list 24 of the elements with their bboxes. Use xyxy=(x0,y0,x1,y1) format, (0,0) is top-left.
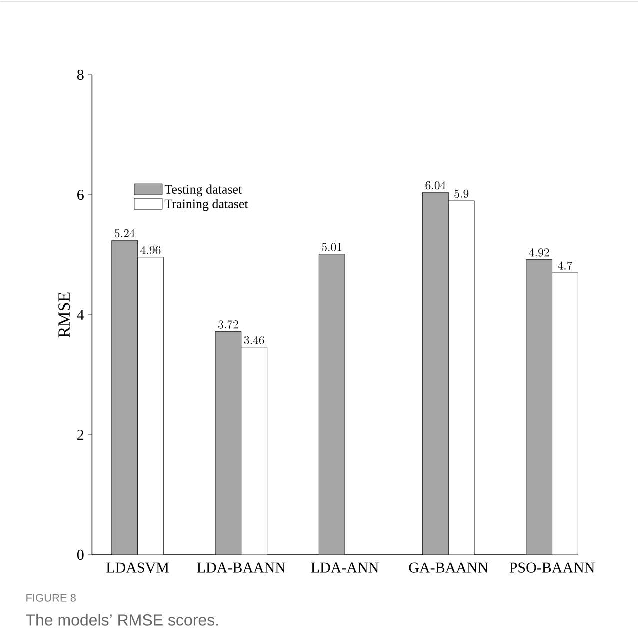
x-tick-label: GA-BAANN xyxy=(409,562,488,573)
x-tick-label: LDA-ANN xyxy=(311,562,379,573)
x-tick-label: LDA-BAANN xyxy=(197,562,286,573)
y-tick-label: 6 xyxy=(77,190,84,200)
y-tick-label: 4 xyxy=(77,310,84,320)
y-tick-label: 0 xyxy=(77,550,84,560)
data-label: 3.46 xyxy=(244,336,264,344)
legend-label: Training dataset xyxy=(164,199,248,212)
y-tick-label: 8 xyxy=(77,70,84,80)
data-label: 6.04 xyxy=(426,181,446,190)
text: The models’ RMSE scores. xyxy=(26,614,218,626)
data-label: 4.96 xyxy=(140,246,160,254)
x-tick-label: LDASVM xyxy=(106,562,169,573)
data-label: 5.24 xyxy=(114,229,135,238)
caption: FIGURE 8 xyxy=(26,594,76,602)
legend-label: Testing dataset xyxy=(164,184,242,197)
data-label: 5.9 xyxy=(454,190,468,198)
y-axis-title: RMSE xyxy=(58,292,70,338)
y-tick-label: 2 xyxy=(77,430,84,440)
data-label: 4.7 xyxy=(558,262,572,270)
data-label: 5.01 xyxy=(322,243,342,252)
data-label: 3.72 xyxy=(218,320,238,329)
data-label: 4.92 xyxy=(529,248,549,257)
x-tick-label: PSO-BAANN xyxy=(510,562,595,573)
